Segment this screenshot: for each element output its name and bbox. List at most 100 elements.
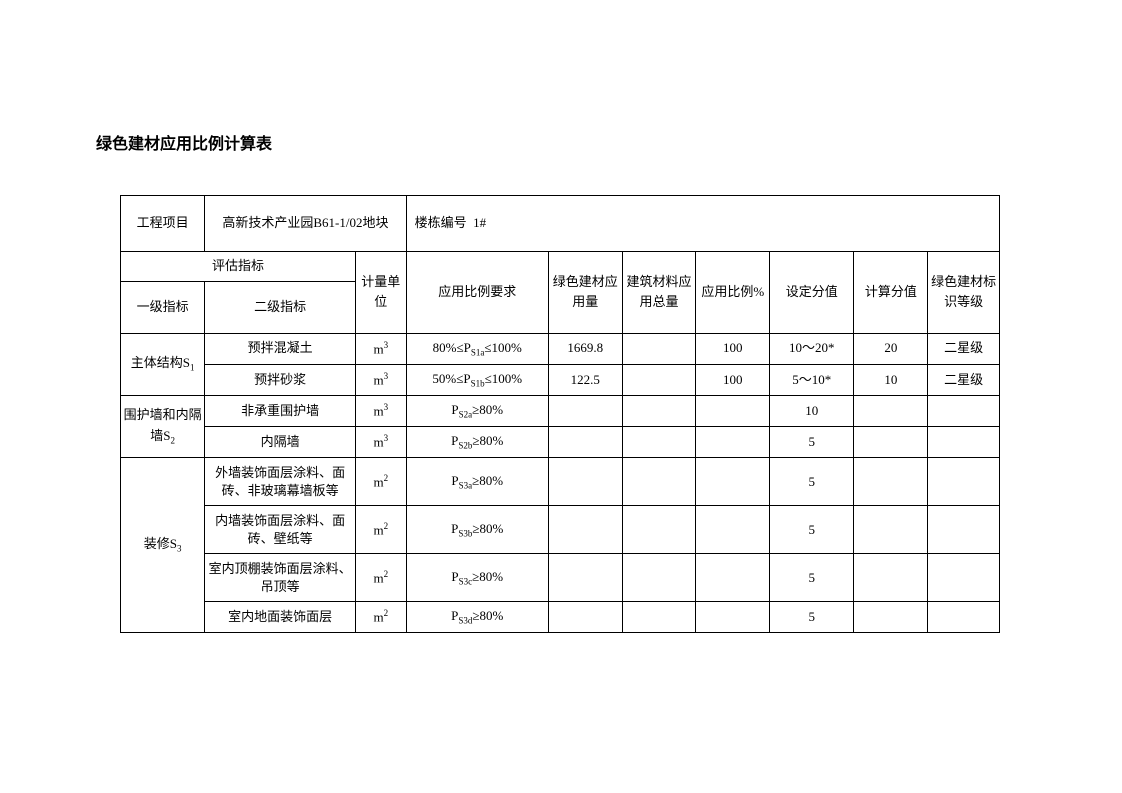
set-score-cell: 5～10* [770, 364, 854, 395]
secondary-index-cell: 预拌混凝土 [205, 333, 356, 364]
calc-score-cell: 10 [854, 364, 928, 395]
ratio-req-cell: 50%≤PS1b≤100% [406, 364, 548, 395]
green-amount-cell: 122.5 [548, 364, 622, 395]
primary-index-header: 一级指标 [121, 281, 205, 333]
grade-cell: 二星级 [928, 364, 1000, 395]
green-amount-cell [548, 396, 622, 427]
table-row: 内隔墙m3PS2b≥80% 5 [121, 427, 1000, 458]
secondary-index-cell: 内墙装饰面层涂料、面砖、壁纸等 [205, 506, 356, 554]
ratio-cell [696, 396, 770, 427]
column-header-row-1: 评估指标 计量单位 应用比例要求 绿色建材应用量 建筑材料应用总量 应用比例% … [121, 252, 1000, 282]
green-amount-header: 绿色建材应用量 [548, 252, 622, 334]
set-score-cell: 5 [770, 427, 854, 458]
unit-cell: m2 [356, 458, 407, 506]
project-value-cell: 高新技术产业园B61-1/02地块 [205, 196, 406, 252]
grade-cell [928, 554, 1000, 602]
table-row: 室内顶棚装饰面层涂料、吊顶等m2PS3c≥80% 5 [121, 554, 1000, 602]
secondary-index-cell: 预拌砂浆 [205, 364, 356, 395]
calc-score-cell [854, 427, 928, 458]
calculation-table: 工程项目 高新技术产业园B61-1/02地块 楼栋编号 1# 评估指标 计量单位… [120, 195, 1000, 633]
total-amount-cell [622, 364, 696, 395]
ratio-req-cell: PS3a≥80% [406, 458, 548, 506]
unit-header: 计量单位 [356, 252, 407, 334]
calc-score-cell [854, 602, 928, 633]
secondary-index-cell: 外墙装饰面层涂料、面砖、非玻璃幕墙板等 [205, 458, 356, 506]
ratio-cell [696, 458, 770, 506]
set-score-cell: 5 [770, 602, 854, 633]
green-amount-cell [548, 427, 622, 458]
grade-cell [928, 427, 1000, 458]
grade-cell: 二星级 [928, 333, 1000, 364]
total-amount-cell [622, 506, 696, 554]
green-amount-cell [548, 554, 622, 602]
unit-cell: m2 [356, 602, 407, 633]
calc-score-header: 计算分值 [854, 252, 928, 334]
grade-cell [928, 396, 1000, 427]
unit-cell: m3 [356, 364, 407, 395]
ratio-req-cell: 80%≤PS1a≤100% [406, 333, 548, 364]
calc-score-cell [854, 506, 928, 554]
grade-cell [928, 506, 1000, 554]
assessment-index-header: 评估指标 [121, 252, 356, 282]
set-score-cell: 5 [770, 458, 854, 506]
total-amount-cell [622, 602, 696, 633]
set-score-cell: 10 [770, 396, 854, 427]
total-amount-cell [622, 333, 696, 364]
set-score-cell: 5 [770, 554, 854, 602]
grade-cell [928, 458, 1000, 506]
calc-score-cell [854, 554, 928, 602]
primary-index-cell: 围护墙和内隔墙S2 [121, 396, 205, 458]
building-label: 楼栋编号 [415, 215, 467, 230]
building-value: 1# [473, 215, 486, 230]
total-amount-header: 建筑材料应用总量 [622, 252, 696, 334]
green-amount-cell [548, 602, 622, 633]
table-row: 围护墙和内隔墙S2非承重围护墙m3PS2a≥80%10 [121, 396, 1000, 427]
ratio-pct-header: 应用比例% [696, 252, 770, 334]
secondary-index-cell: 内隔墙 [205, 427, 356, 458]
ratio-cell [696, 427, 770, 458]
table-row: 室内地面装饰面层m2PS3d≥80% 5 [121, 602, 1000, 633]
grade-header: 绿色建材标识等级 [928, 252, 1000, 334]
ratio-cell [696, 554, 770, 602]
table-row: 内墙装饰面层涂料、面砖、壁纸等m2PS3b≥80%5 [121, 506, 1000, 554]
ratio-cell: 100 [696, 364, 770, 395]
secondary-index-cell: 室内地面装饰面层 [205, 602, 356, 633]
ratio-cell [696, 506, 770, 554]
total-amount-cell [622, 458, 696, 506]
ratio-req-cell: PS2a≥80% [406, 396, 548, 427]
table-row: 主体结构S1预拌混凝土m380%≤PS1a≤100%1669.810010～20… [121, 333, 1000, 364]
set-score-cell: 10～20* [770, 333, 854, 364]
green-amount-cell [548, 458, 622, 506]
set-score-cell: 5 [770, 506, 854, 554]
set-score-header: 设定分值 [770, 252, 854, 334]
primary-index-cell: 主体结构S1 [121, 333, 205, 395]
primary-index-cell: 装修S3 [121, 458, 205, 633]
ratio-cell [696, 602, 770, 633]
project-label-cell: 工程项目 [121, 196, 205, 252]
unit-cell: m2 [356, 554, 407, 602]
unit-cell: m3 [356, 333, 407, 364]
total-amount-cell [622, 554, 696, 602]
building-cell: 楼栋编号 1# [406, 196, 999, 252]
project-row: 工程项目 高新技术产业园B61-1/02地块 楼栋编号 1# [121, 196, 1000, 252]
page: 绿色建材应用比例计算表 工程项目 高新技术产业园B61-1/02地块 楼栋编号 … [0, 0, 1122, 793]
table-container: 工程项目 高新技术产业园B61-1/02地块 楼栋编号 1# 评估指标 计量单位… [120, 195, 1000, 633]
ratio-req-cell: PS3c≥80% [406, 554, 548, 602]
ratio-cell: 100 [696, 333, 770, 364]
ratio-req-header: 应用比例要求 [406, 252, 548, 334]
unit-cell: m3 [356, 396, 407, 427]
page-title: 绿色建材应用比例计算表 [96, 130, 272, 154]
calc-score-cell: 20 [854, 333, 928, 364]
secondary-index-cell: 非承重围护墙 [205, 396, 356, 427]
total-amount-cell [622, 427, 696, 458]
grade-cell [928, 602, 1000, 633]
secondary-index-cell: 室内顶棚装饰面层涂料、吊顶等 [205, 554, 356, 602]
ratio-req-cell: PS3d≥80% [406, 602, 548, 633]
secondary-index-header: 二级指标 [205, 281, 356, 333]
ratio-req-cell: PS2b≥80% [406, 427, 548, 458]
table-row: 预拌砂浆m350%≤PS1b≤100%122.5 1005～10*10二星级 [121, 364, 1000, 395]
calc-score-cell [854, 396, 928, 427]
green-amount-cell [548, 506, 622, 554]
ratio-req-cell: PS3b≥80% [406, 506, 548, 554]
unit-cell: m3 [356, 427, 407, 458]
